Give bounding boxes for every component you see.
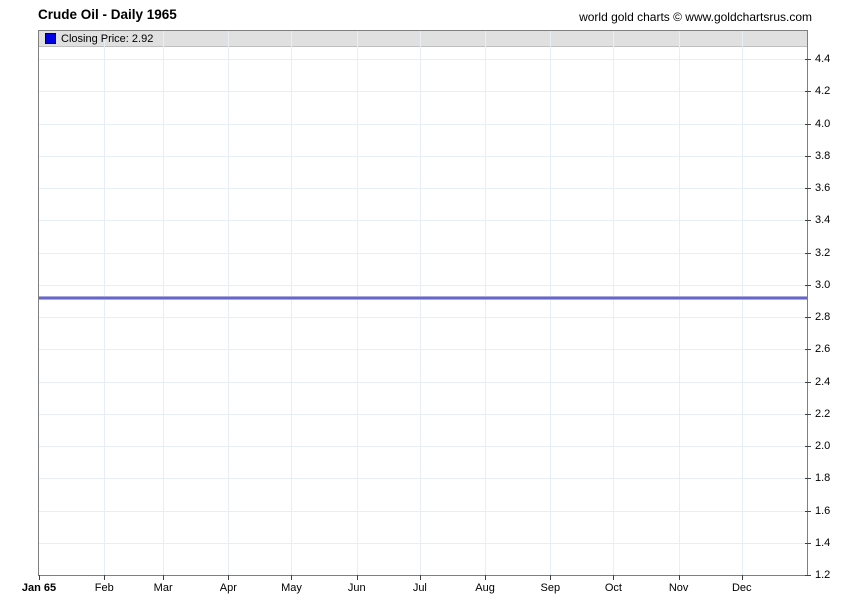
x-axis-label: Jan 65 (21, 582, 57, 594)
y-axis-label: 1.4 (815, 536, 831, 549)
y-axis-tick (805, 542, 811, 544)
y-axis-label: 2.8 (815, 311, 831, 323)
horizontal-gridline (39, 446, 807, 447)
x-axis-tick (419, 575, 421, 580)
x-axis-tick (485, 575, 487, 580)
horizontal-gridline (39, 59, 807, 60)
legend: Closing Price: 2.92 (39, 31, 807, 46)
plot-area (39, 47, 807, 575)
y-axis-tick (805, 91, 811, 93)
legend-label: Closing Price: 2.92 (61, 32, 154, 45)
x-axis-tick (39, 575, 40, 580)
y-axis-tick (805, 155, 811, 157)
x-axis-tick (356, 575, 358, 580)
y-axis-label: 3.8 (815, 149, 831, 162)
y-axis-tick (805, 188, 811, 189)
x-axis-tick (104, 575, 106, 580)
y-axis-label: 2.6 (815, 343, 831, 356)
horizontal-gridline (39, 381, 807, 383)
y-axis-tick (805, 510, 811, 512)
horizontal-gridline (39, 91, 807, 93)
y-axis-label: 4.4 (815, 53, 831, 65)
legend-strip (39, 31, 807, 47)
x-axis-tick (613, 575, 615, 580)
vertical-gridline (356, 31, 358, 575)
y-axis-label: 4.0 (815, 117, 831, 130)
horizontal-gridline (39, 349, 807, 351)
x-axis-label: Sep (540, 582, 561, 594)
y-axis-label: 2.0 (815, 440, 831, 452)
x-axis-label: Jul (412, 582, 427, 594)
vertical-gridline (678, 31, 680, 575)
x-axis-tick (550, 575, 552, 580)
horizontal-gridline (39, 252, 807, 254)
closing-price-line (39, 296, 807, 299)
y-axis-tick (805, 349, 811, 351)
y-axis-label: 1.2 (815, 569, 831, 581)
y-axis-label: 2.4 (815, 375, 831, 388)
y-axis-label: 1.8 (815, 472, 831, 485)
x-axis-label: Jun (347, 582, 366, 594)
vertical-gridline (485, 31, 487, 575)
vertical-gridline (291, 31, 293, 575)
horizontal-gridline (39, 317, 807, 318)
horizontal-gridline (39, 478, 807, 480)
x-axis-label: Nov (668, 582, 689, 594)
y-axis-tick (805, 59, 811, 60)
y-axis-tick (805, 381, 811, 383)
vertical-gridline (613, 31, 615, 575)
x-axis-label: Aug (475, 582, 495, 594)
legend-marker-icon (45, 33, 56, 44)
vertical-gridline (741, 31, 743, 575)
x-axis-label: May (281, 582, 302, 594)
y-axis-label: 3.4 (815, 214, 831, 227)
x-axis-tick (678, 575, 680, 580)
horizontal-gridline (39, 155, 807, 157)
vertical-gridline (419, 31, 421, 575)
y-axis-tick (805, 123, 811, 125)
y-axis-label: 1.6 (815, 504, 831, 517)
y-axis-tick (805, 446, 811, 447)
page-title: Crude Oil - Daily 1965 (38, 7, 177, 22)
horizontal-gridline (39, 542, 807, 544)
y-axis-tick (805, 220, 811, 222)
vertical-gridline (104, 31, 106, 575)
x-axis-label: Dec (731, 582, 752, 594)
y-axis-label: 2.2 (815, 407, 831, 420)
y-axis-label: 3.0 (815, 278, 831, 291)
x-axis-tick (163, 575, 165, 580)
price-chart: Closing Price: 2.92 Jan 65 Feb Mar Apr May Ju… (22, 30, 830, 594)
horizontal-gridline (39, 123, 807, 125)
y-axis-tick (805, 575, 811, 576)
horizontal-gridline (39, 413, 807, 415)
y-axis-tick (805, 252, 811, 254)
y-axis-tick (805, 413, 811, 415)
y-axis-tick (805, 478, 811, 480)
x-axis-tick (228, 575, 230, 580)
copyright-text: world gold charts © www.goldchartsrus.co… (579, 10, 812, 24)
x-axis-tick (291, 575, 293, 580)
y-axis-tick (805, 284, 811, 286)
y-axis-tick (805, 317, 811, 318)
y-axis-label: 3.6 (815, 182, 831, 194)
vertical-gridline (163, 31, 165, 575)
x-axis-label: Apr (219, 582, 237, 594)
x-axis-tick (741, 575, 743, 580)
horizontal-gridline (39, 510, 807, 512)
horizontal-gridline (39, 188, 807, 189)
vertical-gridline (550, 31, 552, 575)
vertical-gridline (228, 31, 230, 575)
x-axis-label: Feb (94, 582, 114, 594)
y-axis-label: 3.2 (815, 246, 831, 259)
x-axis-label: Mar (153, 582, 173, 594)
horizontal-gridline (39, 284, 807, 286)
y-axis-label: 4.2 (815, 85, 831, 98)
x-axis-label: Oct (604, 582, 622, 594)
horizontal-gridline (39, 220, 807, 222)
